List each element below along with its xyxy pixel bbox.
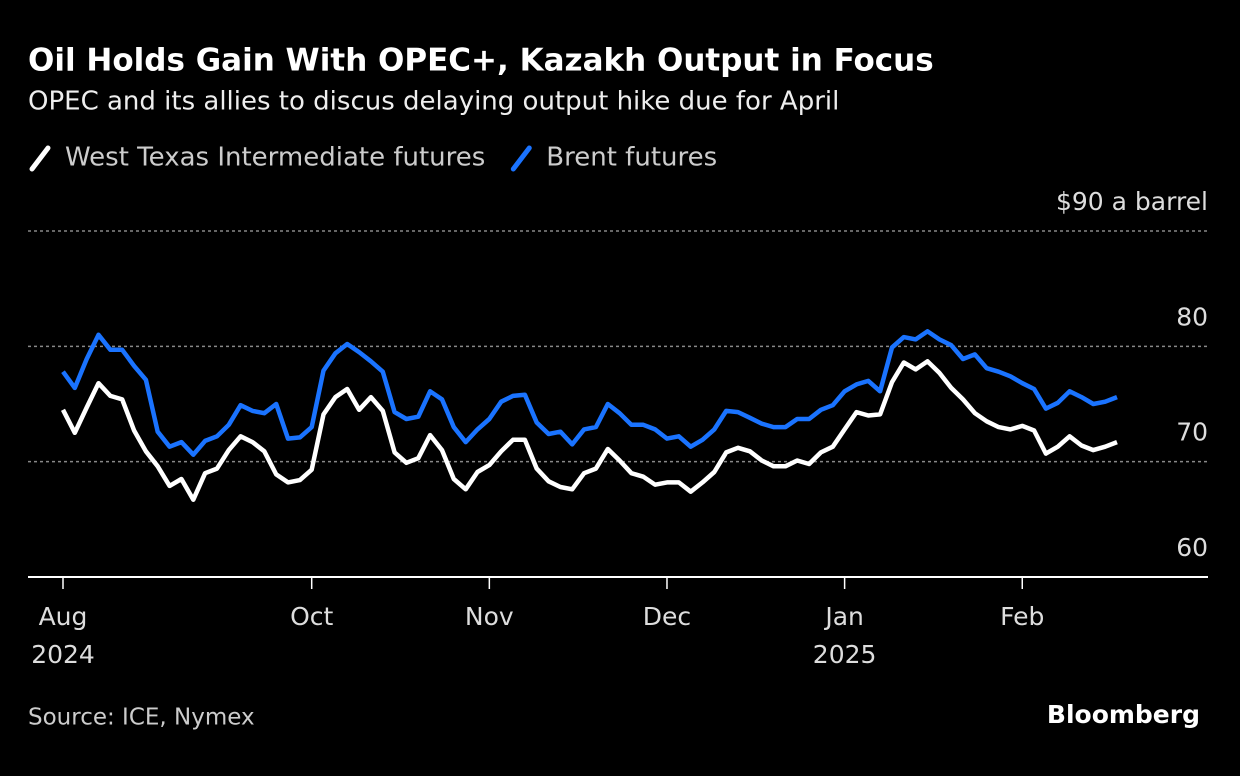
x-tick-label: Dec bbox=[642, 602, 692, 631]
chart-subtitle: OPEC and its allies to discus delaying o… bbox=[28, 87, 839, 117]
series-line bbox=[60, 359, 1118, 502]
legend-swatch bbox=[29, 145, 51, 172]
legend-label: West Texas Intermediate futures bbox=[65, 143, 485, 173]
x-tick-label: Jan 2025 bbox=[812, 602, 877, 669]
x-tick-label: Oct bbox=[290, 602, 334, 631]
legend-swatch bbox=[510, 145, 532, 172]
y-tick-label: 70 bbox=[1176, 418, 1208, 447]
y-tick-label: 60 bbox=[1176, 533, 1208, 562]
y-tick-label: $90 a barrel bbox=[1056, 187, 1208, 216]
x-tick-label: Nov bbox=[464, 602, 514, 631]
x-tick-label: Aug 2024 bbox=[31, 602, 95, 669]
series-line bbox=[61, 329, 1118, 457]
brand: Bloomberg bbox=[1047, 700, 1200, 729]
legend-label: Brent futures bbox=[546, 143, 717, 173]
x-tick-label: Feb bbox=[1000, 602, 1045, 631]
source: Source: ICE, Nymex bbox=[28, 705, 255, 731]
chart-title: Oil Holds Gain With OPEC+, Kazakh Output… bbox=[28, 43, 934, 79]
y-tick-label: 80 bbox=[1176, 302, 1208, 331]
